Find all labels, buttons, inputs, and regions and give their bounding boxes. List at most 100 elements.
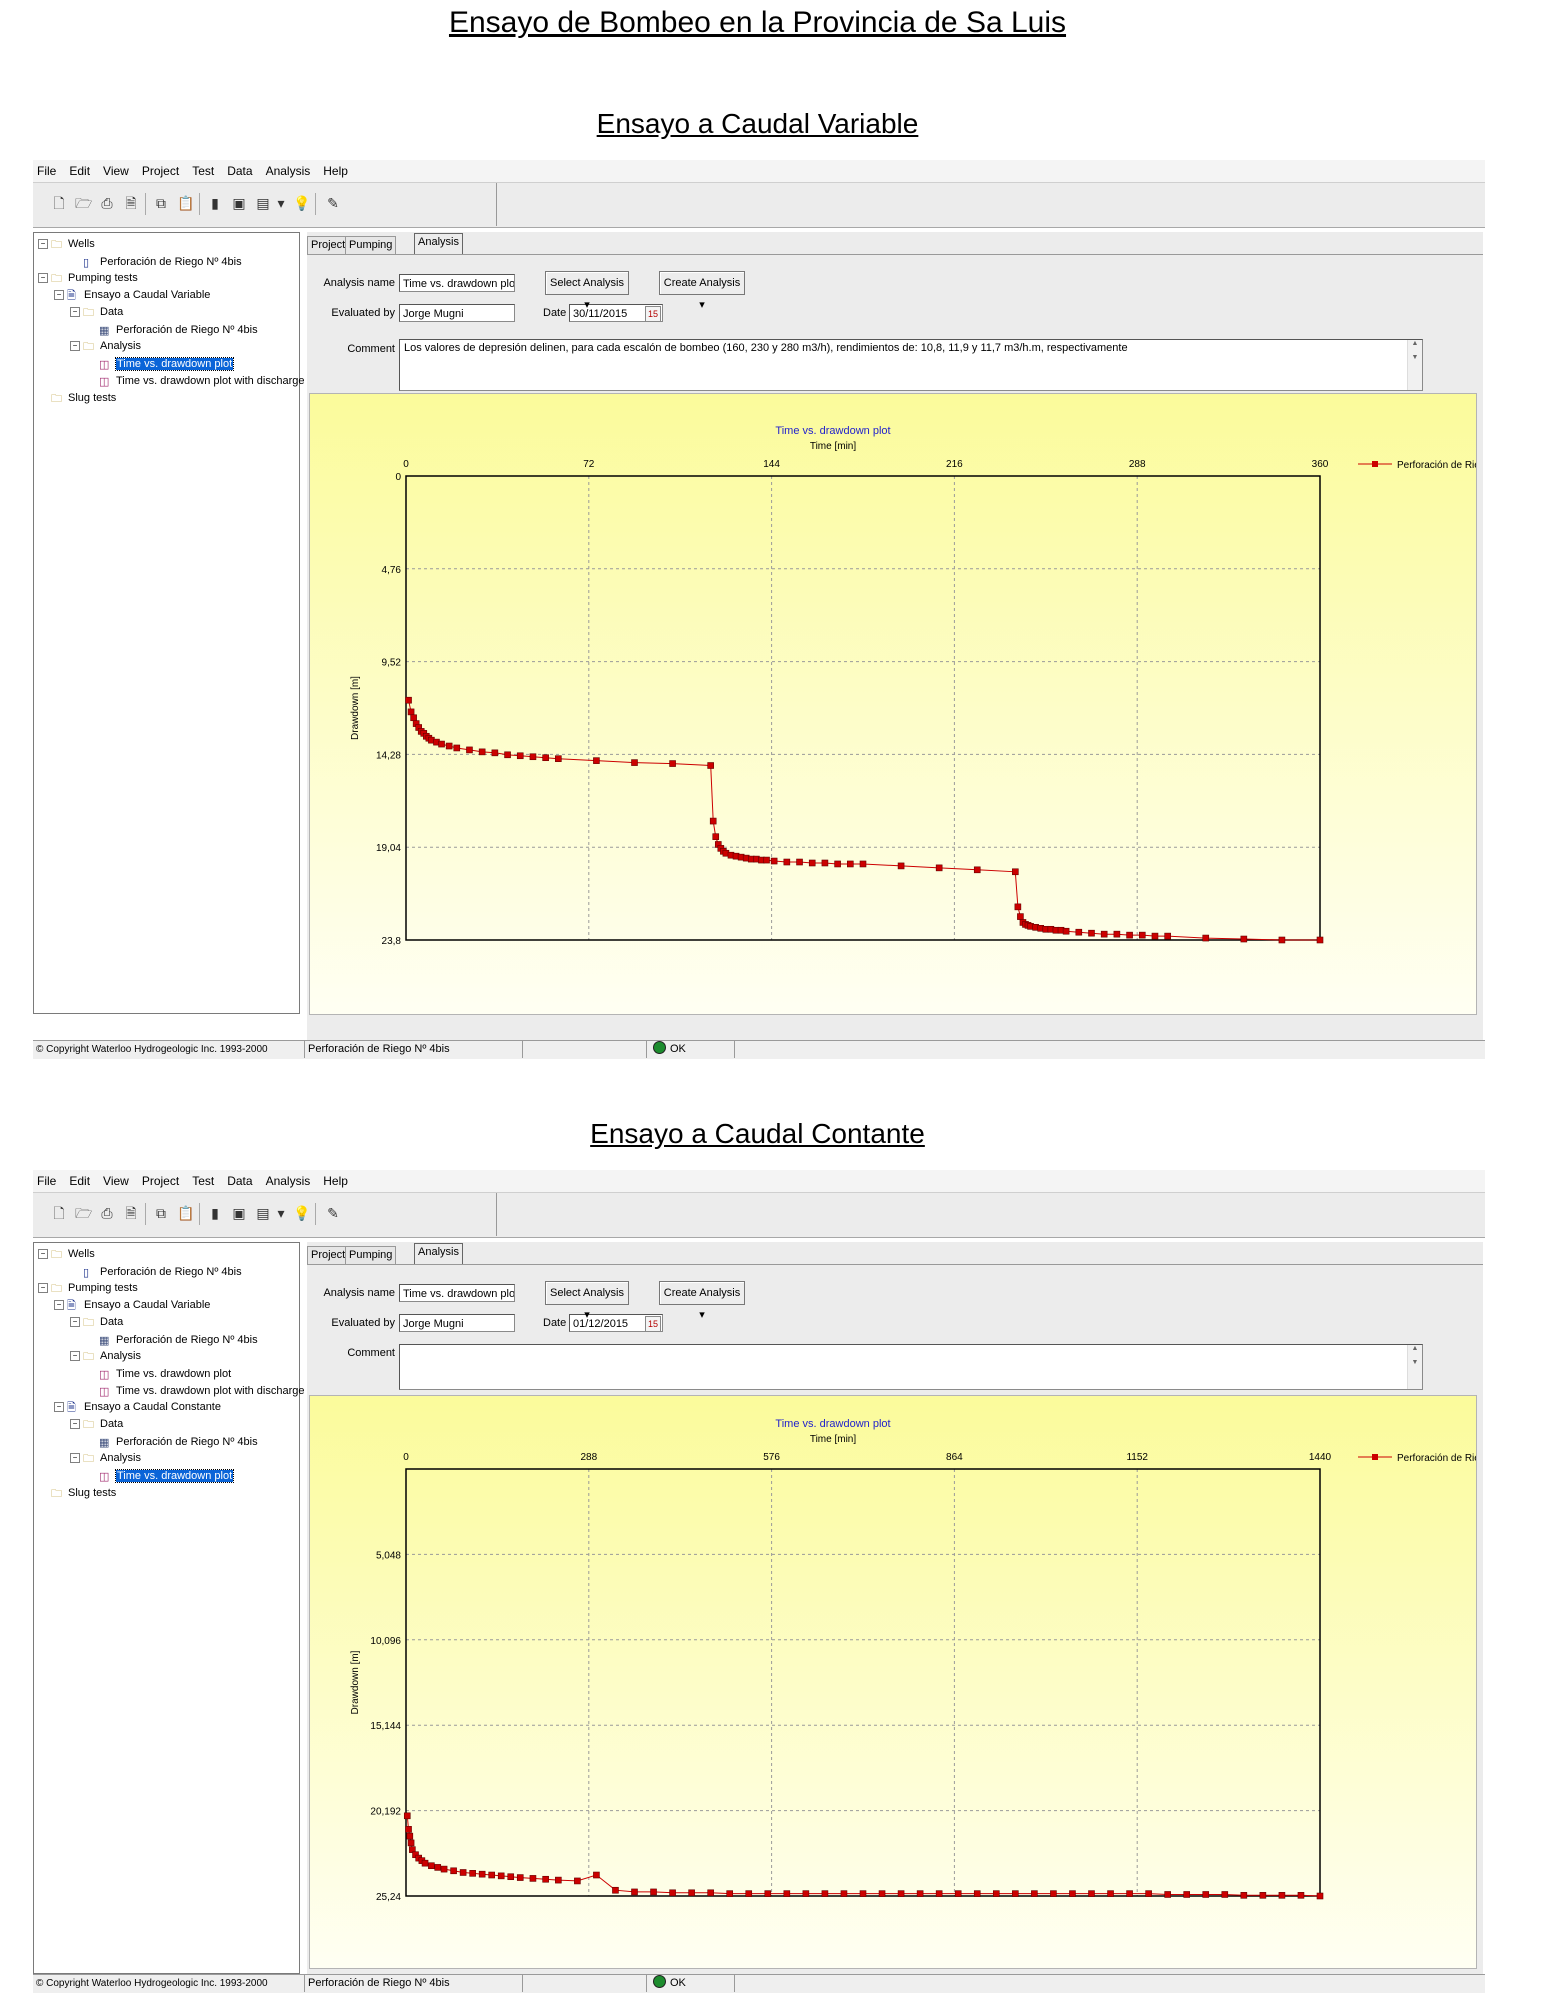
tree-expander-icon[interactable]: − xyxy=(70,1419,80,1429)
tree-item[interactable]: ▦ Perforación de Riego Nº 4bis xyxy=(86,1332,258,1347)
bulb-icon[interactable]: 💡 xyxy=(293,1206,311,1222)
menu-item-analysis[interactable]: Analysis xyxy=(265,1174,311,1188)
tab-pumping-test[interactable]: Pumping test xyxy=(345,1246,397,1278)
tree-item[interactable]: − 🗎 Ensayo a Caudal Variable xyxy=(54,288,210,302)
new-icon[interactable]: 🗋 xyxy=(53,1206,65,1222)
tab-project[interactable]: Project xyxy=(307,1246,350,1264)
tree-expander-icon[interactable]: − xyxy=(38,1249,48,1259)
comment-scrollbar[interactable]: ▲ ▼ xyxy=(1407,340,1422,390)
menu-item-data[interactable]: Data xyxy=(227,1174,253,1188)
evaluated-by-field[interactable]: Jorge Mugni xyxy=(399,304,515,322)
tree-item[interactable]: − 🗀 Analysis xyxy=(70,1451,141,1465)
copy-icon[interactable]: ⧉ xyxy=(156,196,166,212)
project-tree[interactable]: − 🗀 Wells ▯ Perforación de Riego Nº 4bis − 🗀 Pu… xyxy=(33,232,305,1014)
tree-item[interactable]: − 🗀 Analysis xyxy=(70,339,141,353)
tree-expander-icon[interactable]: − xyxy=(70,1453,80,1463)
well-icon[interactable]: ▮ xyxy=(211,196,219,212)
tree-expander-icon[interactable]: − xyxy=(70,1351,80,1361)
tree-item[interactable]: 🗀 Slug tests xyxy=(38,1485,116,1500)
print-preview-icon[interactable]: 🗎 xyxy=(125,196,137,212)
comment-scrollbar[interactable]: ▲ ▼ xyxy=(1407,1345,1422,1389)
new-icon[interactable]: 🗋 xyxy=(53,196,65,212)
tree-item[interactable]: ◫ Time vs. drawdown plot xyxy=(86,1366,231,1381)
wizard-icon[interactable]: ✎ xyxy=(327,1206,339,1222)
paste-icon[interactable]: 📋 xyxy=(177,1206,195,1222)
analysis-icon[interactable]: ▤ xyxy=(256,196,270,212)
tree-expander-icon[interactable]: − xyxy=(70,1317,80,1327)
tree-expander-icon[interactable]: − xyxy=(38,273,48,283)
dropdown-arrow-icon[interactable]: ▾ xyxy=(277,1206,285,1222)
tree-item[interactable]: ▦ Perforación de Riego Nº 4bis xyxy=(86,322,258,337)
select-analysis-button[interactable]: Select Analysis ▾ xyxy=(545,1281,629,1321)
analysis-name-field[interactable]: Time vs. drawdown plot xyxy=(399,274,515,292)
tab-project[interactable]: Project xyxy=(307,236,350,254)
comment-field[interactable]: ▲ ▼ xyxy=(399,1344,1423,1390)
project-tree[interactable]: − 🗀 Wells ▯ Perforación de Riego Nº 4bis − 🗀 Pu… xyxy=(33,1242,305,1974)
print-icon[interactable]: ⎙ xyxy=(101,1206,113,1222)
tree-item[interactable]: ▦ Perforación de Riego Nº 4bis xyxy=(86,1434,258,1449)
tree-item[interactable]: − 🗀 Pumping tests xyxy=(38,271,138,285)
paste-icon[interactable]: 📋 xyxy=(177,196,195,212)
tab-analysis[interactable]: Analysis xyxy=(414,1243,463,1265)
test-icon[interactable]: ▣ xyxy=(232,196,246,212)
tree-expander-icon[interactable]: − xyxy=(38,1283,48,1293)
create-analysis-button[interactable]: Create Analysis ▾ xyxy=(659,1281,745,1321)
select-analysis-button[interactable]: Select Analysis ▾ xyxy=(545,271,629,311)
menu-item-help[interactable]: Help xyxy=(323,164,348,178)
menu-item-help[interactable]: Help xyxy=(323,1174,348,1188)
tree-item[interactable]: − 🗀 Data xyxy=(70,1417,123,1431)
menu-item-data[interactable]: Data xyxy=(227,164,253,178)
date-field[interactable]: 30/11/2015 xyxy=(569,304,663,322)
tree-expander-icon[interactable]: − xyxy=(70,307,80,317)
menu-item-view[interactable]: View xyxy=(103,1174,129,1188)
tab-analysis[interactable]: Analysis xyxy=(414,233,463,255)
tree-item[interactable]: − 🗀 Data xyxy=(70,305,123,319)
create-analysis-button[interactable]: Create Analysis ▾ xyxy=(659,271,745,311)
tree-item[interactable]: − 🗀 Data xyxy=(70,1315,123,1329)
analysis-name-field[interactable]: Time vs. drawdown plot xyxy=(399,1284,515,1302)
tree-expander-icon[interactable]: − xyxy=(54,1300,64,1310)
dropdown-arrow-icon[interactable]: ▾ xyxy=(277,196,285,212)
print-icon[interactable]: ⎙ xyxy=(101,196,113,212)
menu-item-project[interactable]: Project xyxy=(141,164,180,178)
menu-item-view[interactable]: View xyxy=(103,164,129,178)
print-preview-icon[interactable]: 🗎 xyxy=(125,1206,137,1222)
menu-item-test[interactable]: Test xyxy=(192,164,215,178)
open-icon[interactable]: 🗁 xyxy=(75,1206,93,1222)
tree-expander-icon[interactable]: − xyxy=(38,239,48,249)
wizard-icon[interactable]: ✎ xyxy=(327,196,339,212)
tree-item[interactable]: ◫ Time vs. drawdown plot xyxy=(86,356,235,371)
tree-item[interactable]: − 🗀 Wells xyxy=(38,1247,95,1261)
evaluated-by-field[interactable]: Jorge Mugni xyxy=(399,1314,515,1332)
calendar-icon[interactable]: 15 xyxy=(645,306,661,322)
date-field[interactable]: 01/12/2015 xyxy=(569,1314,663,1332)
tree-item[interactable]: ◫ Time vs. drawdown plot with discharge xyxy=(86,1383,305,1398)
menu-item-file[interactable]: File xyxy=(37,164,57,178)
menu-item-analysis[interactable]: Analysis xyxy=(265,164,311,178)
tree-item[interactable]: ▯ Perforación de Riego Nº 4bis xyxy=(70,1264,242,1279)
copy-icon[interactable]: ⧉ xyxy=(156,1206,166,1222)
tree-expander-icon[interactable]: − xyxy=(70,341,80,351)
menu-item-file[interactable]: File xyxy=(37,1174,57,1188)
open-icon[interactable]: 🗁 xyxy=(75,196,93,212)
tree-item[interactable]: − 🗀 Analysis xyxy=(70,1349,141,1363)
menu-item-project[interactable]: Project xyxy=(141,1174,180,1188)
tree-item[interactable]: − 🗎 Ensayo a Caudal Variable xyxy=(54,1298,210,1312)
well-icon[interactable]: ▮ xyxy=(211,1206,219,1222)
tree-item[interactable]: ▯ Perforación de Riego Nº 4bis xyxy=(70,254,242,269)
tab-pumping-test[interactable]: Pumping test xyxy=(345,236,397,268)
menu-item-test[interactable]: Test xyxy=(192,1174,215,1188)
tree-expander-icon[interactable]: − xyxy=(54,290,64,300)
menu-item-edit[interactable]: Edit xyxy=(69,164,91,178)
tree-item[interactable]: − 🗀 Pumping tests xyxy=(38,1281,138,1295)
tree-item[interactable]: − 🗎 Ensayo a Caudal Constante xyxy=(54,1400,221,1414)
test-icon[interactable]: ▣ xyxy=(232,1206,246,1222)
tree-expander-icon[interactable]: − xyxy=(54,1402,64,1412)
tree-item[interactable]: ◫ Time vs. drawdown plot with discharge xyxy=(86,373,305,388)
menu-item-edit[interactable]: Edit xyxy=(69,1174,91,1188)
calendar-icon[interactable]: 15 xyxy=(645,1316,661,1332)
comment-field[interactable]: Los valores de depresión delinen, para c… xyxy=(399,339,1423,391)
tree-item[interactable]: ◫ Time vs. drawdown plot xyxy=(86,1468,235,1483)
tree-item[interactable]: − 🗀 Wells xyxy=(38,237,95,251)
tree-item[interactable]: 🗀 Slug tests xyxy=(38,390,116,405)
